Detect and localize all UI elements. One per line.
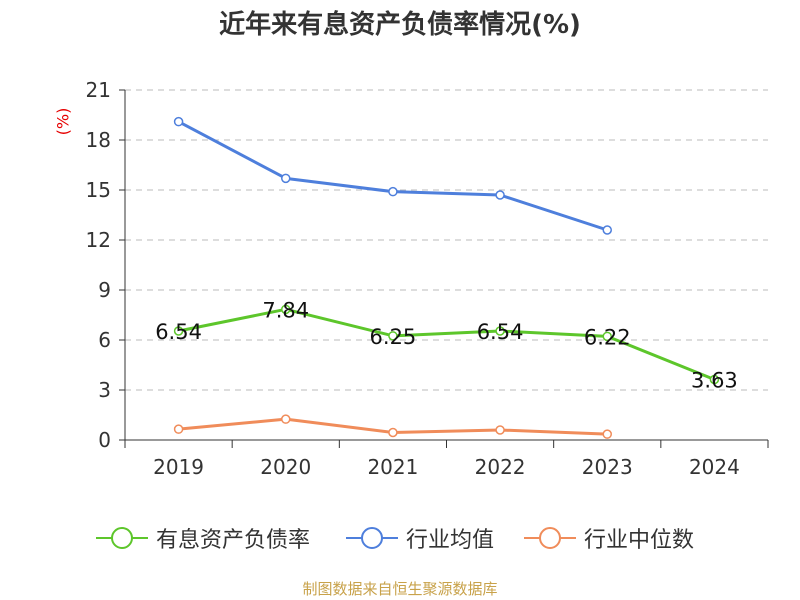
- y-tick-label: 18: [86, 128, 111, 152]
- data-label: 6.25: [370, 325, 417, 349]
- y-tick-label: 12: [86, 228, 111, 252]
- legend-marker-icon: [346, 527, 398, 549]
- y-tick-label: 0: [98, 428, 111, 452]
- data-point: [495, 190, 505, 200]
- x-tick-label: 2024: [689, 455, 740, 479]
- data-point: [173, 326, 184, 336]
- legend-item-series-1[interactable]: 行业均值: [346, 520, 494, 556]
- data-label: 6.22: [584, 325, 631, 349]
- data-point: [388, 427, 398, 438]
- data-point: [495, 425, 505, 435]
- y-tick-label: 15: [86, 178, 111, 202]
- legend-label: 行业中位数: [584, 528, 695, 553]
- data-point: [281, 304, 291, 315]
- series-line: [178, 307, 715, 381]
- data-point: [173, 424, 184, 434]
- legend-label: 行业均值: [406, 528, 495, 553]
- data-point: [602, 429, 612, 439]
- x-tick-label: 2023: [582, 455, 633, 479]
- legend-marker-icon: [96, 527, 148, 549]
- legend-label: 有息资产负债率: [156, 528, 311, 553]
- data-source-note: 制图数据来自恒生聚源数据库: [302, 580, 498, 598]
- data-label: 6.54: [477, 320, 524, 344]
- data-point: [602, 225, 612, 235]
- legend-marker-icon: [524, 527, 576, 549]
- data-point: [495, 326, 505, 336]
- chart-title: 近年来有息资产负债率情况(%): [219, 10, 581, 40]
- data-point: [388, 186, 398, 197]
- y-tick-label: 9: [98, 278, 111, 302]
- data-point: [281, 414, 291, 424]
- data-point: [173, 116, 184, 127]
- data-label: 3.63: [691, 369, 738, 393]
- data-label: 7.84: [262, 298, 309, 322]
- data-point: [602, 331, 612, 342]
- legend: 有息资产负债率 行业均值 行业中位数: [0, 520, 800, 556]
- y-tick-label: 21: [86, 78, 111, 102]
- data-point: [388, 331, 398, 341]
- x-tick-label: 2019: [153, 455, 204, 479]
- x-tick-label: 2022: [475, 455, 526, 479]
- legend-item-series-2[interactable]: 行业中位数: [524, 520, 694, 556]
- series-line: [177, 120, 608, 232]
- data-label: 6.54: [155, 320, 202, 344]
- data-point: [281, 173, 291, 184]
- data-point: [709, 374, 720, 385]
- legend-item-series-0[interactable]: 有息资产负债率: [96, 520, 310, 556]
- x-tick-label: 2020: [260, 455, 311, 479]
- y-tick-label: 3: [98, 378, 111, 402]
- y-tick-label: 6: [98, 328, 111, 352]
- x-tick-label: 2021: [367, 455, 418, 479]
